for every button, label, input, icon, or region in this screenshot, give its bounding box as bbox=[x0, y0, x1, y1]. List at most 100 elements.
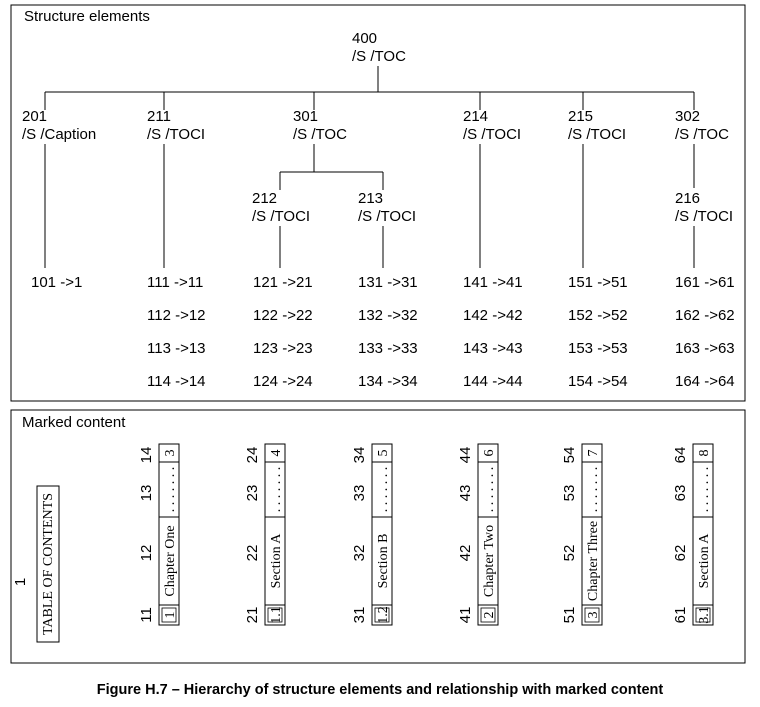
mcid-number: 62 bbox=[672, 545, 689, 562]
mcid-mapping: 131 ->31 bbox=[358, 274, 418, 291]
marked-content-column: 21 22 23 24 1.1 Section A . . . . . . . 4 bbox=[244, 443, 286, 626]
mcid-mapping: 154 ->54 bbox=[568, 373, 628, 390]
marked-content-text: 8 bbox=[697, 450, 712, 457]
marked-content-text: 5 bbox=[376, 450, 391, 457]
marked-content-text: . . . . . . . bbox=[269, 467, 284, 513]
node-212-number: 212 bbox=[252, 190, 277, 207]
mcid-number: 12 bbox=[138, 545, 155, 562]
marked-content-box bbox=[581, 443, 603, 463]
marked-content-text: 4 bbox=[269, 450, 284, 457]
structure-title: Structure elements bbox=[24, 8, 150, 25]
mcid-mapping: 141 ->41 bbox=[463, 274, 523, 291]
mcid-number: 21 bbox=[244, 607, 261, 624]
mcid-number: 52 bbox=[561, 545, 578, 562]
node-302-number: 302 bbox=[675, 108, 700, 125]
mcid-number: 32 bbox=[351, 545, 368, 562]
mcid-mapping: 113 ->13 bbox=[147, 340, 206, 357]
marked-content-title: Marked content bbox=[22, 414, 126, 431]
node-201-type: /S /Caption bbox=[22, 126, 96, 143]
marked-content-inner-box bbox=[161, 607, 177, 623]
mcid-mapping: 163 ->63 bbox=[675, 340, 735, 357]
node-400-number: 400 bbox=[352, 30, 377, 47]
toc-title-block: 1 TABLE OF CONTENTS bbox=[12, 485, 60, 643]
marked-content-box bbox=[158, 443, 180, 463]
marked-content-box bbox=[692, 443, 714, 463]
marked-content-text: 1.1 bbox=[269, 606, 284, 624]
marked-content-text: Section B bbox=[376, 534, 391, 589]
mcid-number: 53 bbox=[561, 485, 578, 502]
mcid-mapping: 111 ->11 bbox=[147, 274, 203, 291]
mcid-number: 44 bbox=[457, 447, 474, 464]
node-201-number: 201 bbox=[22, 108, 47, 125]
node-400-type: /S /TOC bbox=[352, 48, 406, 65]
mcid-mapping: 121 ->21 bbox=[253, 274, 313, 291]
mcid-mapping: 151 ->51 bbox=[568, 274, 628, 291]
toc-title-text: TABLE OF CONTENTS bbox=[41, 493, 56, 635]
mcid-mapping: 144 ->44 bbox=[463, 373, 523, 390]
marked-content-box bbox=[371, 443, 393, 463]
node-216-number: 216 bbox=[675, 190, 700, 207]
marked-content-text: Section A bbox=[697, 533, 712, 589]
mcid-number: 31 bbox=[351, 607, 368, 624]
mcid-number: 42 bbox=[457, 545, 474, 562]
toc-mcid-number: 1 bbox=[12, 578, 29, 586]
mcid-number: 24 bbox=[244, 447, 261, 464]
marked-content-text: Section A bbox=[269, 533, 284, 589]
figure-caption: Figure H.7 – Hierarchy of structure elem… bbox=[96, 682, 664, 698]
mcid-number: 41 bbox=[457, 607, 474, 624]
marked-content-text: . . . . . . . bbox=[586, 467, 601, 513]
structure-frame bbox=[10, 4, 746, 402]
marked-content-text: 6 bbox=[482, 450, 497, 457]
marked-content-text: 1.2 bbox=[376, 606, 391, 624]
mcid-number: 34 bbox=[351, 447, 368, 464]
mcid-mapping: 142 ->42 bbox=[463, 307, 523, 324]
mcid-mapping: 153 ->53 bbox=[568, 340, 628, 357]
mcid-mapping: 124 ->24 bbox=[253, 373, 313, 390]
marked-content-frame bbox=[10, 409, 746, 664]
mcid-number: 14 bbox=[138, 447, 155, 464]
marked-content-text: . . . . . . . bbox=[697, 467, 712, 513]
marked-content-text: Chapter Two bbox=[482, 525, 497, 597]
mcid-mapping: 101 ->1 bbox=[31, 274, 82, 291]
marked-content-text: 1 bbox=[163, 612, 178, 619]
mcid-number: 51 bbox=[561, 607, 578, 624]
marked-content-text: . . . . . . . bbox=[163, 467, 178, 513]
marked-content-text: 3 bbox=[163, 450, 178, 457]
marked-content-column: 61 62 63 64 3.1 Section A . . . . . . . 8 bbox=[672, 443, 714, 626]
mcid-mapping: 143 ->43 bbox=[463, 340, 523, 357]
node-215-number: 215 bbox=[568, 108, 593, 125]
marked-content-text: . . . . . . . bbox=[376, 467, 391, 513]
mcid-mapping: 161 ->61 bbox=[675, 274, 735, 291]
node-213-type: /S /TOCI bbox=[358, 208, 416, 225]
tree-connectors bbox=[44, 66, 695, 268]
mcid-mapping: 164 ->64 bbox=[675, 373, 735, 390]
marked-content-text: 7 bbox=[586, 450, 601, 457]
node-212-type: /S /TOCI bbox=[252, 208, 310, 225]
node-214-type: /S /TOCI bbox=[463, 126, 521, 143]
marked-content-text: 3 bbox=[586, 612, 601, 619]
node-211-number: 211 bbox=[147, 108, 171, 125]
mcid-number: 43 bbox=[457, 485, 474, 502]
node-215-type: /S /TOCI bbox=[568, 126, 626, 143]
mcid-number: 63 bbox=[672, 485, 689, 502]
marked-content-inner-box bbox=[695, 607, 711, 623]
mcid-number: 61 bbox=[672, 607, 689, 624]
mcid-number: 13 bbox=[138, 485, 155, 502]
marked-content-column: 41 42 43 44 2 Chapter Two . . . . . . . 6 bbox=[457, 443, 499, 626]
marked-content-text: . . . . . . . bbox=[482, 467, 497, 513]
mcid-mapping: 112 ->12 bbox=[147, 307, 206, 324]
marked-content-text: 3.1 bbox=[697, 606, 712, 624]
mcid-mapping: 134 ->34 bbox=[358, 373, 418, 390]
marked-content-box bbox=[264, 443, 286, 463]
marked-content-inner-box bbox=[480, 607, 496, 623]
mcid-mapping: 132 ->32 bbox=[358, 307, 418, 324]
marked-content-inner-box bbox=[584, 607, 600, 623]
marked-content-column: 31 32 33 34 1.2 Section B . . . . . . . 5 bbox=[351, 443, 393, 626]
node-213-number: 213 bbox=[358, 190, 383, 207]
mcid-mapping: 133 ->33 bbox=[358, 340, 418, 357]
structure-nodes: 400/S /TOC 201/S /Caption 211/S /TOCI 301/S… bbox=[22, 30, 733, 225]
node-301-number: 301 bbox=[293, 108, 318, 125]
node-211-type: /S /TOCI bbox=[147, 126, 205, 143]
